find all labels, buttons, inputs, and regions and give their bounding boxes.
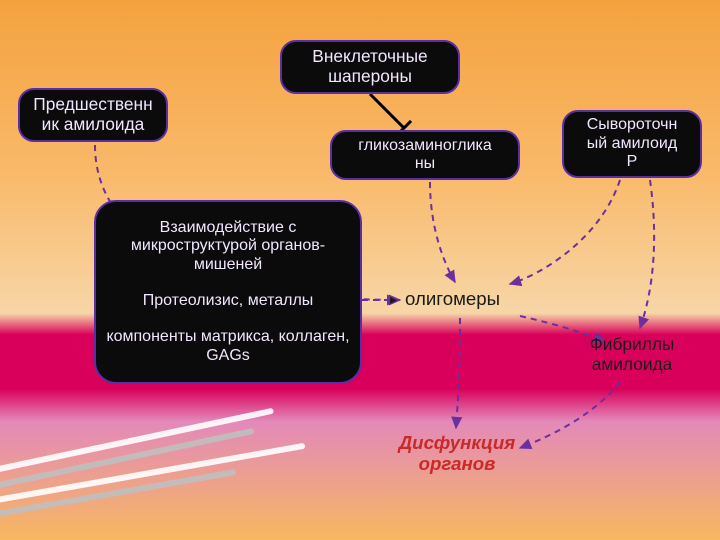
- diagram-stage: Предшественник амилоида Внеклеточныешапе…: [0, 0, 720, 540]
- node-label: олигомеры: [405, 288, 500, 309]
- node-label: Фибриллы амилоида: [560, 335, 704, 375]
- node-sap: Сывороточный амилоидP: [562, 110, 702, 178]
- node-precursor: Предшественник амилоида: [18, 88, 168, 142]
- node-chaperones: Внеклеточныешапероны: [280, 40, 460, 94]
- decorative-streak: [0, 408, 274, 476]
- node-box-left: Взаимодействие с микроструктурой органов…: [94, 200, 362, 384]
- node-matrix-label: компоненты матрикса, коллаген, GAGs: [106, 328, 350, 365]
- node-oligomers: олигомеры: [382, 282, 542, 316]
- node-label: Сывороточный амилоидP: [587, 116, 678, 171]
- node-label: Предшественник амилоида: [33, 95, 152, 135]
- node-label: Внеклеточныешапероны: [312, 47, 427, 87]
- node-interaction-label: Взаимодействие с микроструктурой органов…: [106, 219, 350, 274]
- node-fibrils: Фибриллы амилоида: [552, 330, 712, 380]
- node-proteolysis-label: Протеолизис, металлы: [143, 292, 314, 310]
- node-gag: гликозаминогликаны: [330, 130, 520, 180]
- node-label: Дисфункция органов: [380, 432, 534, 475]
- node-dysfunction: Дисфункция органов: [372, 430, 542, 476]
- node-label: гликозаминогликаны: [358, 137, 492, 174]
